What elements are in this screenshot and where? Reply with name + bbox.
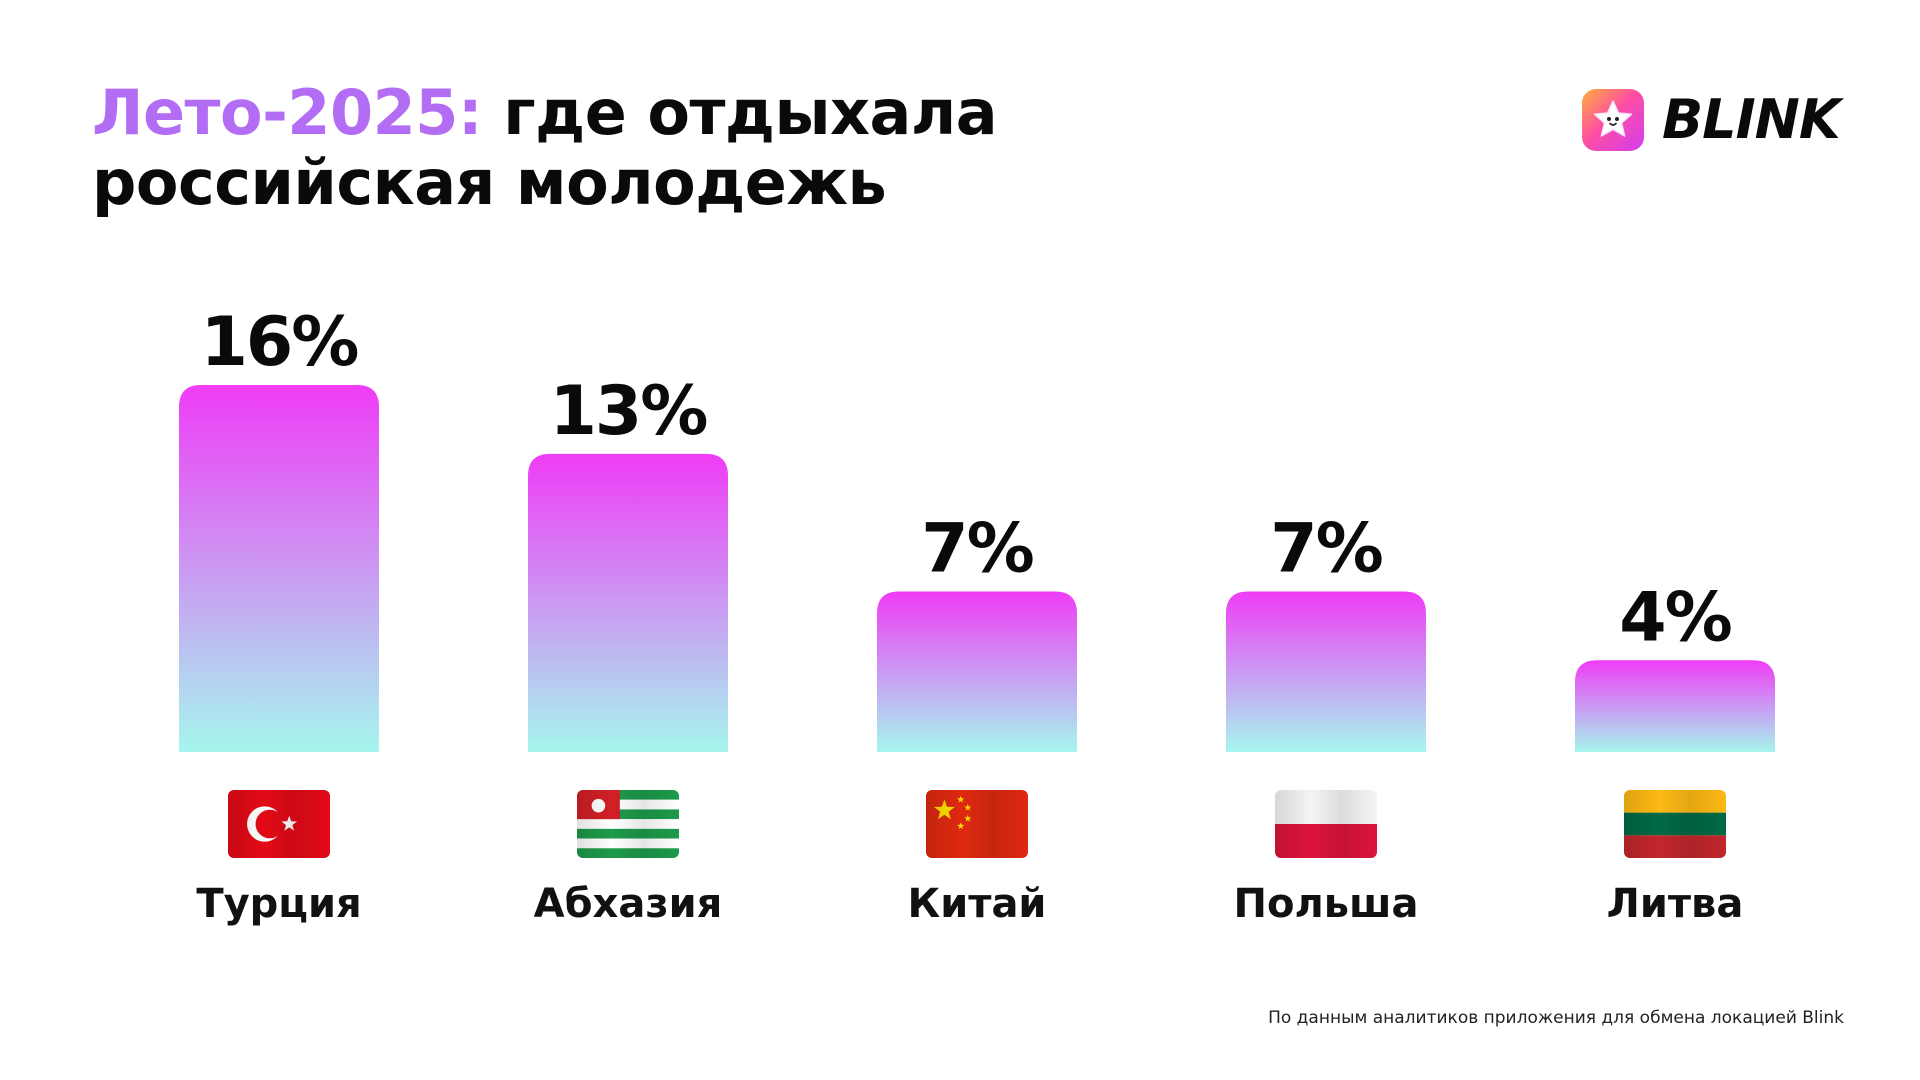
bar-2 bbox=[877, 591, 1077, 752]
blink-logo: BLINK bbox=[1582, 88, 1841, 151]
logo-text: BLINK bbox=[1662, 88, 1841, 151]
value-labels-group: 16% 13% 7% 7% 4% bbox=[201, 303, 1733, 657]
title-line-2: российская молодежь bbox=[92, 146, 887, 219]
category-label-0: Турция bbox=[196, 881, 361, 927]
china-flag-icon bbox=[926, 790, 1028, 858]
bar-0 bbox=[179, 385, 379, 752]
bars-group bbox=[179, 385, 1775, 752]
title-accent: Лето-2025: bbox=[92, 76, 483, 149]
category-label-3: Польша bbox=[1233, 881, 1418, 927]
bar-4 bbox=[1575, 660, 1775, 752]
source-note: По данным аналитиков приложения для обме… bbox=[1268, 1008, 1844, 1028]
page-title: Лето-2025: где отдыхала российская молод… bbox=[92, 76, 998, 219]
category-label-2: Китай bbox=[908, 881, 1047, 927]
bar-chart: 16% 13% 7% 7% 4% Турция Абхазия Китай Польша Лит… bbox=[179, 303, 1775, 927]
title-rest: где отдыхала bbox=[482, 76, 998, 149]
value-label-0: 16% bbox=[201, 303, 358, 382]
value-label-3: 7% bbox=[1270, 509, 1381, 588]
bar-3 bbox=[1226, 591, 1426, 752]
category-labels-group: Турция Абхазия Китай Польша Литва bbox=[196, 881, 1743, 927]
title-line-1: Лето-2025: где отдыхала bbox=[92, 76, 998, 149]
abkhazia-flag-icon bbox=[577, 790, 679, 858]
category-label-4: Литва bbox=[1607, 881, 1744, 927]
poland-flag-icon bbox=[1275, 790, 1377, 858]
value-label-4: 4% bbox=[1619, 578, 1730, 657]
star-face-icon bbox=[1582, 88, 1644, 151]
value-label-1: 13% bbox=[550, 372, 707, 451]
lithuania-flag-icon bbox=[1624, 790, 1726, 858]
category-label-1: Абхазия bbox=[534, 881, 723, 927]
bar-1 bbox=[528, 453, 728, 752]
turkey-flag-icon bbox=[228, 790, 330, 858]
flags-group bbox=[228, 790, 1726, 858]
value-label-2: 7% bbox=[921, 509, 1032, 588]
